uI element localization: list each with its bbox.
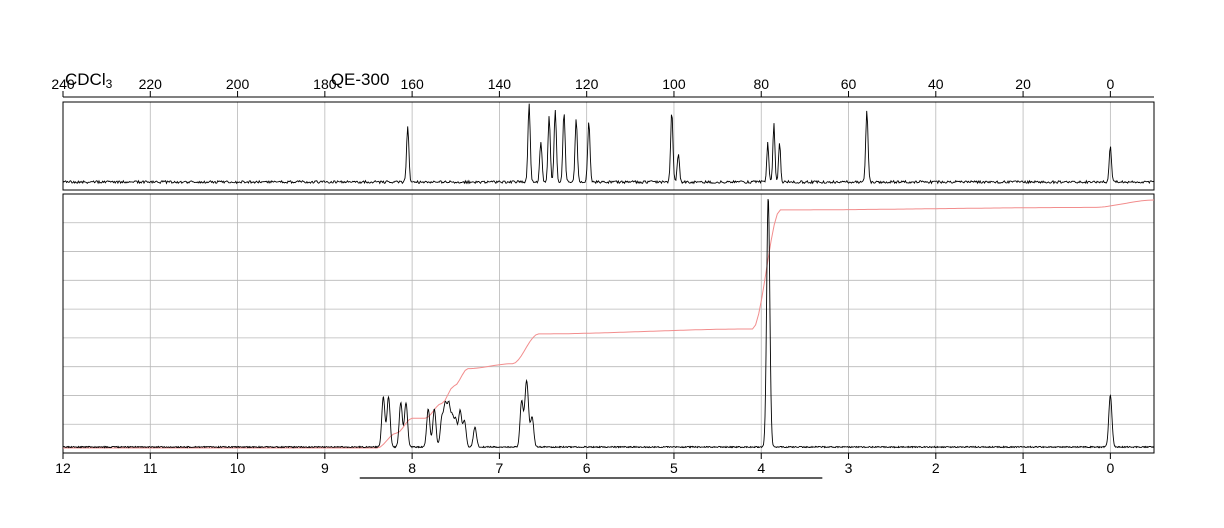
c13-tick-label: 220 (139, 76, 163, 92)
nmr-stacked-spectrum: 2402202001801601401201008060402001211109… (0, 0, 1224, 528)
c13-tick-label: 20 (1015, 76, 1031, 92)
c13-tick-label: 140 (488, 76, 512, 92)
h1-tick-label: 3 (845, 460, 853, 476)
h1-tick-label: 5 (670, 460, 678, 476)
h1-tick-label: 8 (408, 460, 416, 476)
c13-tick-label: 100 (662, 76, 686, 92)
c13-tick-label: 60 (841, 76, 857, 92)
c13-tick-label: 40 (928, 76, 944, 92)
h1-tick-label: 6 (583, 460, 591, 476)
h1-tick-label: 11 (143, 460, 158, 476)
h1-tick-label: 10 (230, 460, 246, 476)
h1-tick-label: 0 (1106, 460, 1114, 476)
c13-tick-label: 120 (575, 76, 599, 92)
c13-tick-label: 160 (400, 76, 424, 92)
c13-tick-label: 0 (1106, 76, 1114, 92)
h1-tick-label: 7 (496, 460, 504, 476)
instrument-label: QE-300 (331, 70, 390, 89)
c13-tick-label: 80 (753, 76, 769, 92)
h1-tick-label: 1 (1019, 460, 1027, 476)
c13-tick-label: 200 (226, 76, 250, 92)
h1-tick-label: 2 (932, 460, 940, 476)
solvent-label: CDCl3 (65, 70, 113, 91)
h1-tick-label: 12 (55, 460, 71, 476)
h1-tick-label: 4 (757, 460, 765, 476)
h1-tick-label: 9 (321, 460, 329, 476)
